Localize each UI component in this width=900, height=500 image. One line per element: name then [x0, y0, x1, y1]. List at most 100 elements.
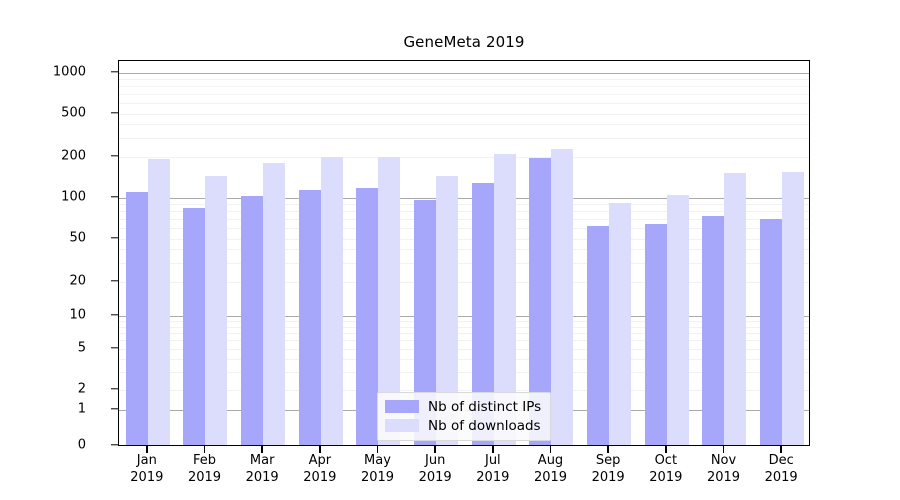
bar-group — [580, 61, 638, 445]
bar-group — [350, 61, 408, 445]
bar-downloads — [205, 176, 228, 445]
x-tick-label-line: Nov — [710, 453, 737, 468]
bar-distinct-ips — [125, 191, 148, 445]
bar-downloads — [493, 154, 516, 445]
x-tick-label-line: Jan — [136, 453, 157, 468]
gridline-minor — [119, 326, 809, 328]
bar-group — [638, 61, 696, 445]
x-tick-mark — [722, 446, 725, 453]
plot-area — [118, 60, 810, 446]
bar-group — [407, 61, 465, 445]
legend-swatch-downloads — [385, 419, 419, 432]
gridline-major — [119, 316, 809, 317]
x-tick-label-line: 2019 — [418, 470, 452, 485]
x-tick-label: Sep 2019 — [563, 452, 653, 486]
bar-distinct-ips — [414, 199, 437, 445]
x-tick-label-line: 2019 — [764, 470, 798, 485]
legend-swatch-distinct-ips — [385, 400, 419, 413]
gridline-minor — [119, 94, 809, 96]
gridline-minor — [119, 137, 809, 139]
bar-distinct-ips — [760, 219, 783, 445]
gridline-minor — [119, 211, 809, 213]
bar-downloads — [666, 195, 689, 445]
y-tick-label: 10 — [69, 307, 86, 323]
bar-downloads — [147, 159, 170, 445]
x-tick-label-line: Sep — [595, 453, 621, 468]
y-tick-label: 50 — [69, 230, 86, 246]
x-tick-mark — [203, 446, 206, 453]
bar-downloads — [551, 149, 574, 445]
bar-distinct-ips — [241, 195, 264, 445]
x-tick-mark — [376, 446, 379, 453]
y-tick-mark — [111, 347, 118, 349]
x-tick-label: Aug 2019 — [506, 452, 596, 486]
y-tick-label: 500 — [61, 105, 86, 121]
bar-downloads — [782, 171, 805, 445]
gridline-minor — [119, 371, 809, 373]
x-tick-label-line: 2019 — [303, 470, 337, 485]
y-tick-mark — [111, 444, 118, 446]
x-tick-label: May 2019 — [333, 452, 423, 486]
x-tick-label-line: 2019 — [649, 470, 683, 485]
y-tick-label: 200 — [61, 148, 86, 164]
x-tick-mark — [146, 446, 148, 453]
gridline-minor — [119, 157, 809, 158]
gridline-minor — [119, 249, 809, 251]
plot-inner — [119, 61, 809, 445]
y-tick-mark — [111, 314, 118, 316]
bar-downloads — [609, 203, 632, 445]
x-tick-label-line: May — [364, 453, 391, 468]
gridline-major — [119, 198, 809, 199]
y-tick-label: 20 — [69, 273, 86, 289]
bar-downloads — [724, 173, 747, 445]
gridline-minor — [119, 86, 809, 88]
legend-item-distinct-ips: Nb of distinct IPs — [385, 397, 541, 416]
bar-distinct-ips — [471, 183, 494, 445]
bar-distinct-ips — [644, 224, 667, 445]
y-tick-mark — [111, 388, 118, 390]
x-tick-label: Oct 2019 — [621, 452, 711, 486]
legend-item-downloads: Nb of downloads — [385, 416, 541, 435]
bar-downloads — [263, 163, 286, 445]
y-tick-mark — [111, 71, 118, 73]
x-tick-label-line: Jul — [484, 453, 501, 468]
y-tick-label: 0 — [77, 437, 86, 453]
bar-group — [119, 61, 177, 445]
x-tick-label: Jul 2019 — [448, 452, 538, 486]
x-tick-label-line: Jun — [425, 453, 446, 468]
legend-label-distinct-ips: Nb of distinct IPs — [428, 398, 542, 415]
chart-legend: Nb of distinct IPs Nb of downloads — [377, 392, 552, 441]
gridline-minor — [119, 358, 809, 360]
y-tick-mark — [111, 280, 118, 282]
x-tick-label-line: 2019 — [706, 470, 741, 485]
bar-distinct-ips — [356, 187, 379, 445]
chart-title: GeneMeta 2019 — [403, 33, 525, 51]
x-tick-label: Jan 2019 — [102, 452, 192, 486]
x-tick-label-line: 2019 — [591, 470, 625, 485]
x-tick-label-line: 2019 — [130, 470, 164, 485]
x-tick-label-line: Apr — [308, 453, 332, 468]
x-tick-label-line: Feb — [192, 453, 217, 468]
x-tick-mark — [261, 446, 263, 453]
bar-group — [696, 61, 754, 445]
gridline-minor — [119, 262, 809, 264]
bar-distinct-ips — [529, 158, 552, 445]
gridline-minor — [119, 390, 809, 391]
x-tick-mark — [607, 446, 609, 453]
x-tick-label-line: Aug — [537, 453, 564, 468]
gridline-minor — [119, 340, 809, 342]
x-tick-mark — [319, 446, 321, 453]
x-tick-label: Jun 2019 — [390, 452, 480, 486]
bar-distinct-ips — [298, 189, 321, 445]
bar-distinct-ips — [587, 226, 610, 445]
x-tick-mark — [665, 446, 667, 453]
bar-group — [177, 61, 235, 445]
x-tick-label-line: 2019 — [360, 470, 395, 485]
y-tick-label: 5 — [77, 340, 86, 356]
x-tick-label-line: 2019 — [533, 470, 568, 485]
bar-group — [753, 61, 809, 445]
y-tick-mark — [111, 237, 118, 239]
gridline-minor — [119, 239, 809, 240]
x-tick-label: Feb 2019 — [160, 452, 250, 486]
